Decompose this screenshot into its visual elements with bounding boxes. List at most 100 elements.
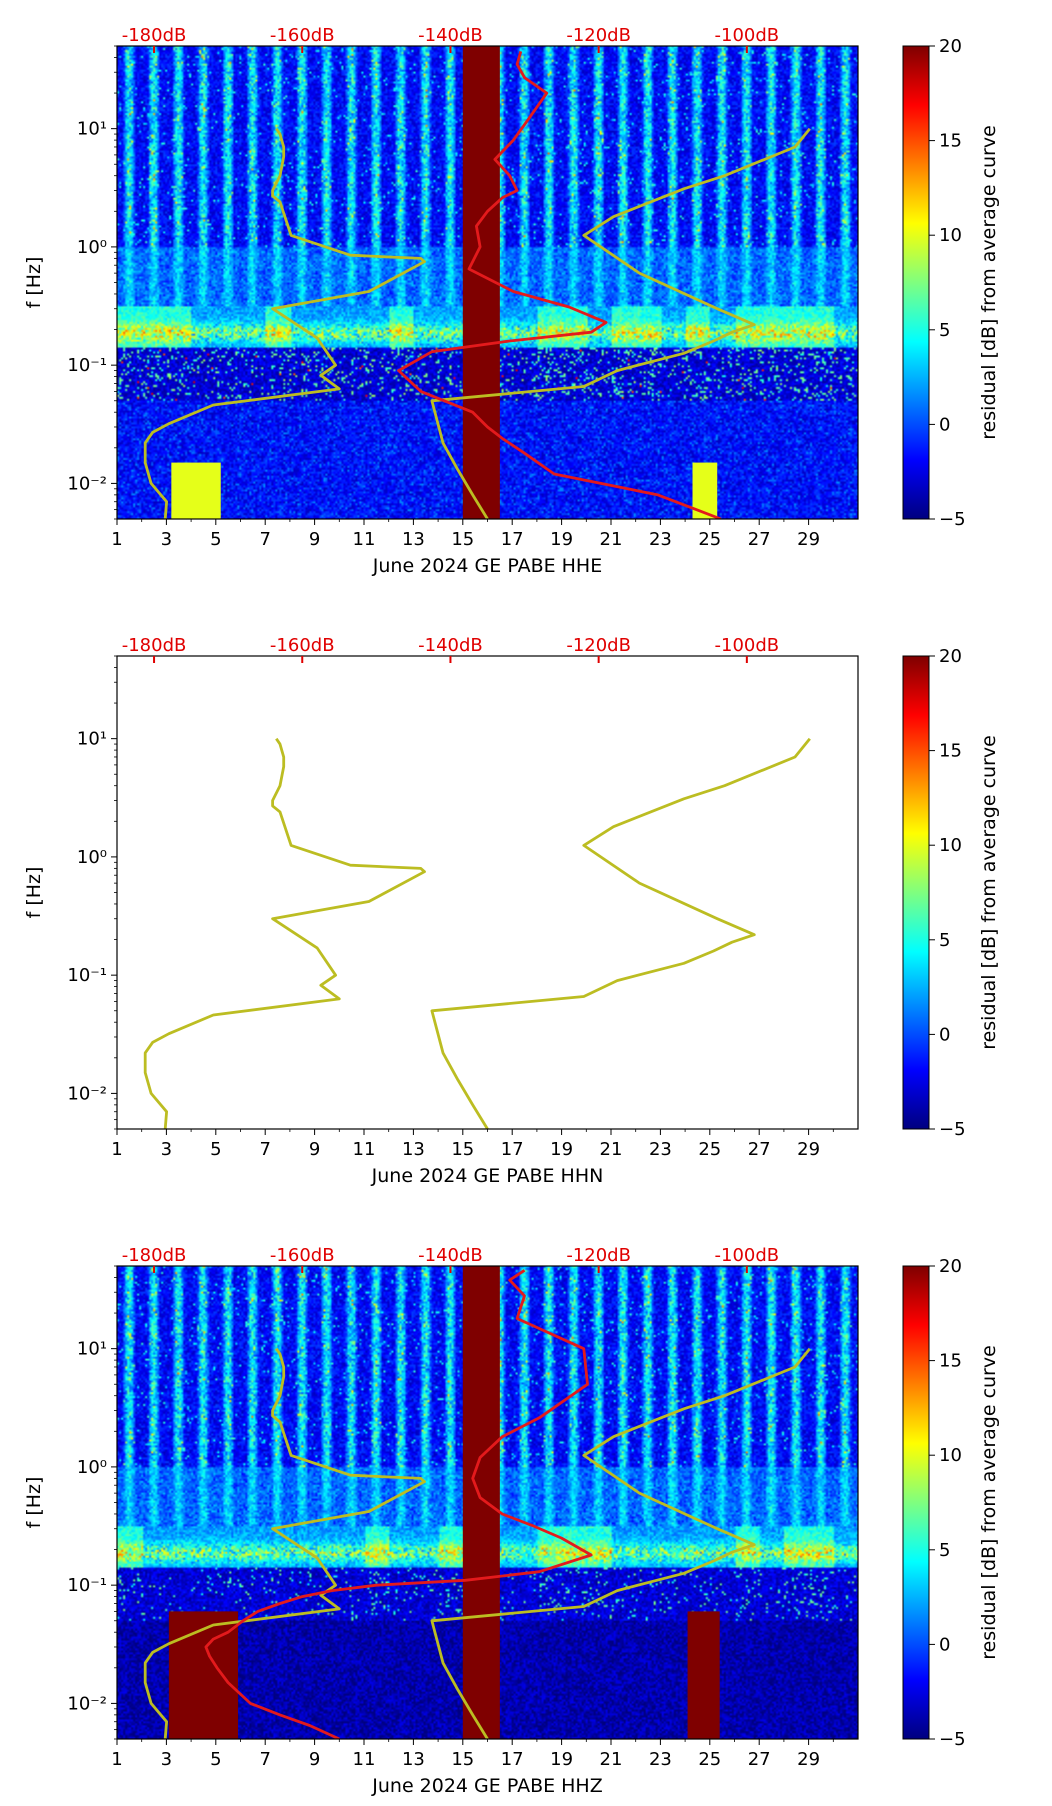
x-axis-label: June 2024 GE PABE HHE [372, 555, 602, 577]
x-tick-label: 23 [649, 529, 672, 550]
x-tick-label: 29 [797, 1139, 820, 1160]
x-tick-label: 3 [161, 1749, 172, 1770]
x-tick-label: 15 [451, 529, 474, 550]
x-tick-label: 7 [259, 1139, 270, 1160]
x-tick-label: 7 [259, 1749, 270, 1770]
high-noise-model-curve [430, 737, 811, 1129]
colorbar [902, 45, 930, 520]
colorbar-label: residual [dB] from average curve [978, 735, 1000, 1050]
db-tick-label: -140dB [418, 1245, 483, 1266]
x-tick-label: 25 [698, 1139, 721, 1160]
db-tick-label: -140dB [418, 25, 483, 46]
x-tick-label: 5 [210, 529, 221, 550]
db-tick-label: -140dB [418, 635, 483, 656]
db-tick-label: -180dB [122, 1245, 187, 1266]
x-tick-label: 29 [797, 1749, 820, 1770]
x-tick-label: 11 [353, 1139, 376, 1160]
colorbar-tick-label: 15 [939, 741, 962, 762]
colorbar [902, 1265, 930, 1740]
x-tick-label: 25 [698, 529, 721, 550]
y-tick-label: 10⁻¹ [67, 1575, 107, 1596]
colorbar-tick-label: 15 [939, 1351, 962, 1372]
db-tick-label: -180dB [122, 25, 187, 46]
x-tick-label: 25 [698, 1749, 721, 1770]
x-tick-label: 11 [353, 529, 376, 550]
y-tick-label: 10⁰ [77, 237, 107, 258]
panel-hhn: 1 3 5 7 9 11 13 15 17 19 21 23 25 27 2910⁻²10⁻¹10⁰10¹-… [23, 635, 1000, 1187]
colorbar-tick-label: 20 [939, 646, 962, 667]
colorbar-tick-label: 10 [939, 1445, 962, 1466]
x-tick-label: 5 [210, 1139, 221, 1160]
y-axis-label: f [Hz] [23, 867, 45, 919]
x-tick-label: 21 [600, 1139, 623, 1160]
db-tick-label: -160dB [270, 635, 335, 656]
x-tick-label: 9 [309, 1749, 320, 1770]
x-tick-label: 17 [501, 1749, 524, 1770]
db-tick-label: -100dB [715, 25, 780, 46]
colorbar-tick-label: 20 [939, 1256, 962, 1277]
colorbar-tick-label: 10 [939, 225, 962, 246]
x-tick-label: 21 [600, 529, 623, 550]
y-tick-label: 10⁻² [67, 473, 107, 494]
colorbar-tick-label: 20 [939, 36, 962, 57]
colorbar-tick-label: 5 [939, 1540, 950, 1561]
y-axis-label: f [Hz] [23, 257, 45, 309]
x-tick-label: 19 [550, 1749, 573, 1770]
x-tick-label: 29 [797, 529, 820, 550]
high-noise-model-curve [430, 127, 811, 519]
db-tick-label: -120dB [566, 1245, 631, 1266]
colorbar-tick-label: 0 [939, 1634, 950, 1655]
x-tick-label: 1 [111, 529, 122, 550]
low-noise-model-curve [143, 1347, 426, 1739]
colorbar-tick-label: −5 [939, 509, 966, 530]
colorbar-tick-label: 5 [939, 320, 950, 341]
y-tick-label: 10⁻¹ [67, 965, 107, 986]
x-tick-label: 9 [309, 1139, 320, 1160]
x-tick-label: 3 [161, 1139, 172, 1160]
x-tick-label: 27 [748, 529, 771, 550]
data-gap [462, 1266, 500, 1739]
high-noise-model-curve [430, 1347, 811, 1739]
colorbar-tick-label: 0 [939, 414, 950, 435]
colorbar-tick-label: 5 [939, 930, 950, 951]
db-tick-label: -180dB [122, 635, 187, 656]
saturated-block [687, 1611, 720, 1739]
colorbar-label: residual [dB] from average curve [978, 1345, 1000, 1660]
x-tick-label: 27 [748, 1749, 771, 1770]
x-tick-label: 11 [353, 1749, 376, 1770]
y-tick-label: 10⁰ [77, 847, 107, 868]
y-tick-label: 10¹ [77, 1339, 107, 1360]
panel-hhz: 1 3 5 7 9 11 13 15 17 19 21 23 25 27 2910⁻²10⁻¹10⁰10¹-… [23, 1245, 1000, 1797]
x-tick-label: 17 [501, 1139, 524, 1160]
low-noise-model-curve [143, 127, 426, 519]
residual-block [171, 462, 221, 519]
x-tick-label: 17 [501, 529, 524, 550]
low-noise-model-curve [143, 737, 426, 1129]
x-tick-label: 23 [649, 1139, 672, 1160]
colorbar-label: residual [dB] from average curve [978, 125, 1000, 440]
y-axis-label: f [Hz] [23, 1477, 45, 1529]
colorbar-tick-label: 15 [939, 131, 962, 152]
x-tick-label: 3 [161, 529, 172, 550]
x-tick-label: 13 [402, 1139, 425, 1160]
x-tick-label: 15 [451, 1139, 474, 1160]
x-tick-label: 5 [210, 1749, 221, 1770]
colorbar-tick-label: 0 [939, 1024, 950, 1045]
plot-area [117, 656, 858, 1129]
x-tick-label: 15 [451, 1749, 474, 1770]
x-tick-label: 19 [550, 1139, 573, 1160]
x-tick-label: 23 [649, 1749, 672, 1770]
x-tick-label: 21 [600, 1749, 623, 1770]
x-tick-label: 7 [259, 529, 270, 550]
db-tick-label: -120dB [566, 635, 631, 656]
y-tick-label: 10⁰ [77, 1457, 107, 1478]
colorbar-tick-label: −5 [939, 1729, 966, 1750]
y-tick-label: 10¹ [77, 729, 107, 750]
x-tick-label: 13 [402, 1749, 425, 1770]
x-tick-label: 13 [402, 529, 425, 550]
db-tick-label: -100dB [715, 1245, 780, 1266]
x-tick-label: 9 [309, 529, 320, 550]
y-tick-label: 10¹ [77, 119, 107, 140]
x-tick-label: 19 [550, 529, 573, 550]
